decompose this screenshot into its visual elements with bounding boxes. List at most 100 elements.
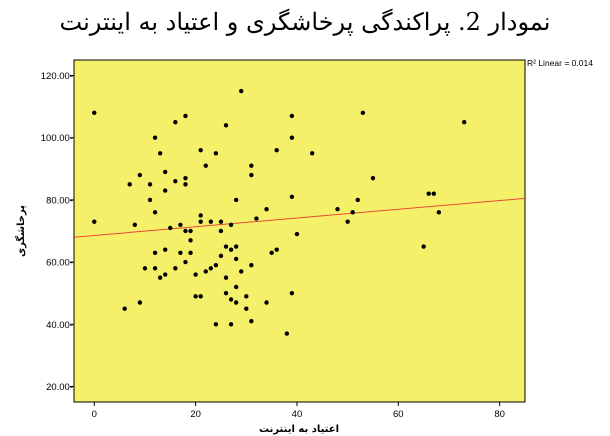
data-points	[92, 88, 467, 336]
scatter-point	[157, 151, 163, 156]
scatter-point	[218, 253, 224, 259]
scatter-point	[294, 231, 300, 237]
scatter-point	[168, 225, 173, 231]
scatter-point	[289, 194, 295, 199]
scatter-point	[249, 172, 254, 178]
scatter-point	[173, 119, 178, 125]
scatter-point	[228, 222, 234, 227]
scatter-point	[223, 290, 229, 296]
scatter-point	[284, 331, 290, 336]
scatter-point	[92, 110, 97, 116]
scatter-point	[233, 300, 239, 305]
scatter-point	[244, 294, 249, 299]
scatter-point	[254, 216, 259, 221]
scatter-point	[228, 322, 234, 327]
scatter-point	[289, 290, 295, 296]
x-tick-label: 60	[393, 409, 404, 420]
scatter-point	[213, 322, 219, 327]
scatter-point	[152, 250, 158, 255]
scatter-point	[239, 269, 244, 274]
scatter-point	[163, 272, 168, 277]
scatter-point	[183, 175, 188, 181]
scatter-point	[152, 266, 158, 271]
scatter-point	[122, 306, 127, 311]
scatter-point	[188, 228, 193, 234]
scatter-point	[249, 263, 254, 268]
scatter-point	[203, 163, 208, 168]
scatter-point	[203, 269, 208, 274]
scatter-point	[198, 147, 203, 153]
x-axis-title: اعتیاد به اینترنت	[259, 424, 339, 435]
figure-caption: نمودار 2. پراکندگی پرخاشگری و اعتیاد به …	[59, 8, 551, 36]
y-tick-label: 100.00-	[41, 133, 73, 144]
scatter-point	[157, 275, 163, 280]
scatter-point	[233, 284, 239, 290]
scatter-point	[239, 88, 244, 94]
scatter-point	[436, 210, 442, 215]
scatter-point	[228, 297, 234, 302]
y-tick-label: 20.00-	[46, 382, 73, 393]
scatter-point	[421, 244, 426, 249]
scatter-point	[173, 266, 178, 271]
scatter-point	[188, 250, 193, 255]
scatter-point	[426, 191, 431, 196]
y-tick-label: 120.00-	[41, 71, 73, 82]
y-axis-title: پرخاشگری	[14, 205, 27, 257]
scatter-point	[142, 266, 148, 271]
scatter-point	[360, 110, 366, 116]
scatter-point	[233, 256, 239, 262]
scatter-point	[274, 147, 279, 153]
scatter-point	[289, 135, 295, 140]
scatter-point	[173, 179, 178, 184]
scatter-point	[228, 247, 234, 252]
scatter-point	[274, 247, 279, 252]
x-axis: 0 20 40 60 80	[92, 402, 505, 420]
scatter-point	[223, 244, 229, 249]
scatter-point	[289, 113, 295, 119]
scatter-point	[350, 210, 355, 215]
scatter-point	[223, 275, 229, 280]
scatter-point	[233, 244, 239, 249]
scatter-point	[147, 197, 153, 203]
y-axis: 20.00- 40.00- 60.00- 80.00- 100.00- 120.00-	[41, 71, 74, 393]
scatter-point	[183, 228, 188, 234]
scatter-point	[233, 197, 239, 203]
linear-fit-line	[73, 197, 526, 238]
scatter-point	[163, 169, 168, 175]
scatter-point	[127, 182, 132, 187]
scatter-point	[188, 238, 193, 243]
scatter-point	[249, 318, 254, 324]
plot-area	[73, 59, 526, 403]
scatter-point	[152, 210, 158, 215]
scatter-point	[178, 250, 183, 255]
scatter-point	[208, 266, 214, 271]
scatter-point	[183, 259, 188, 265]
scatter-point	[198, 294, 203, 299]
scatter-point	[163, 247, 168, 252]
x-tick-label: 40	[292, 409, 303, 420]
r2-label: R² Linear = 0.014	[527, 58, 593, 68]
y-tick-label: 40.00-	[46, 320, 73, 331]
scatter-point	[309, 151, 315, 156]
scatter-point	[269, 250, 274, 255]
scatter-point	[183, 182, 188, 187]
scatter-point	[218, 219, 224, 224]
scatter-point	[244, 306, 249, 311]
scatter-point	[137, 172, 143, 178]
scatter-point	[213, 263, 219, 268]
scatter-point	[264, 207, 269, 212]
scatter-point	[178, 222, 183, 227]
scatter-point	[249, 163, 254, 168]
scatter-point	[461, 119, 467, 125]
scatter-point	[218, 228, 224, 234]
scatter-point	[355, 197, 360, 203]
scatter-point	[431, 191, 436, 196]
scatter-point	[132, 222, 138, 227]
scatter-point	[193, 294, 198, 299]
y-tick-label: 80.00-	[46, 195, 73, 206]
x-tick-label: 20	[190, 409, 201, 420]
scatter-point	[163, 188, 168, 193]
scatter-point	[193, 272, 198, 277]
scatter-point	[264, 300, 269, 305]
